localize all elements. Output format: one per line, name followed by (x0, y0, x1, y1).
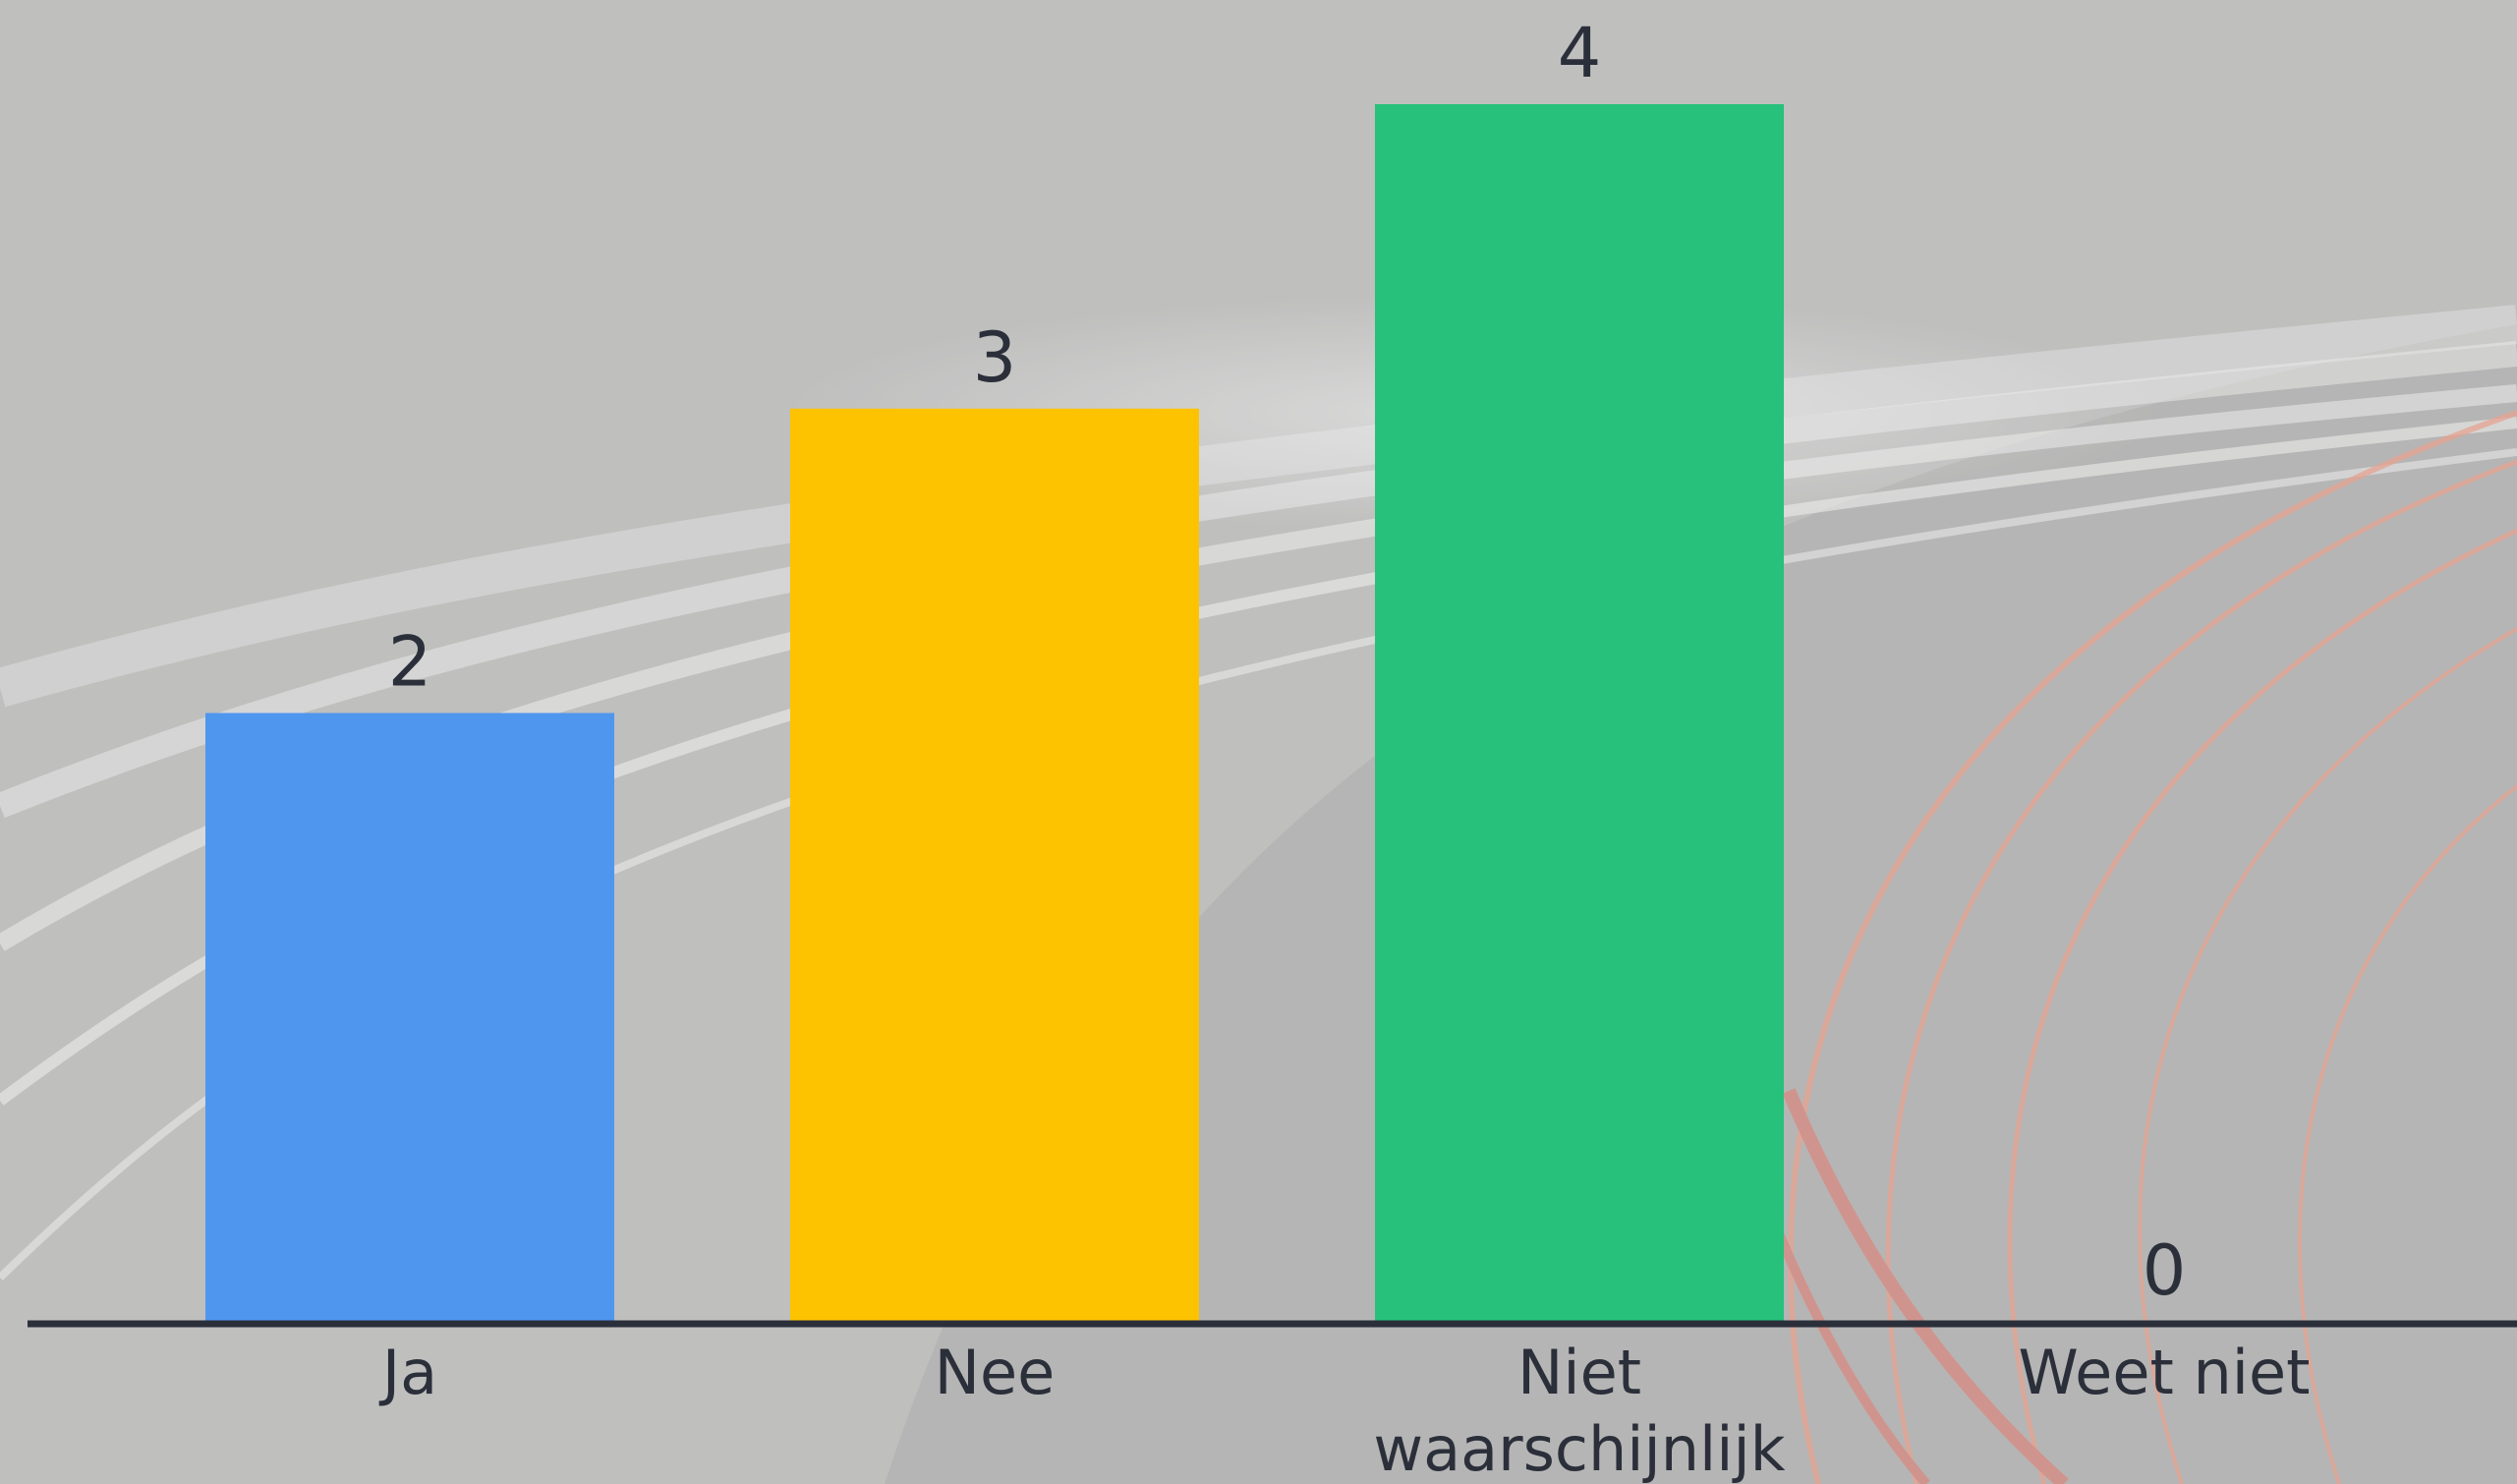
bar-1 (790, 408, 1199, 1322)
bar-value-label-2: 4 (1558, 13, 1602, 93)
category-label-2-line-0: Niet (1517, 1337, 1641, 1408)
bar-value-label-3: 0 (2143, 1230, 2187, 1311)
bar-value-label-0: 2 (388, 622, 432, 703)
bar-2 (1375, 104, 1784, 1322)
bar-0 (205, 713, 614, 1322)
category-label-0: Ja (378, 1337, 437, 1408)
category-label-1: Nee (935, 1337, 1056, 1408)
category-label-3: Weet niet (2019, 1337, 2311, 1408)
bar-value-label-1: 3 (973, 317, 1017, 398)
category-label-2-line-1: waarschijnlijk (1373, 1413, 1785, 1484)
